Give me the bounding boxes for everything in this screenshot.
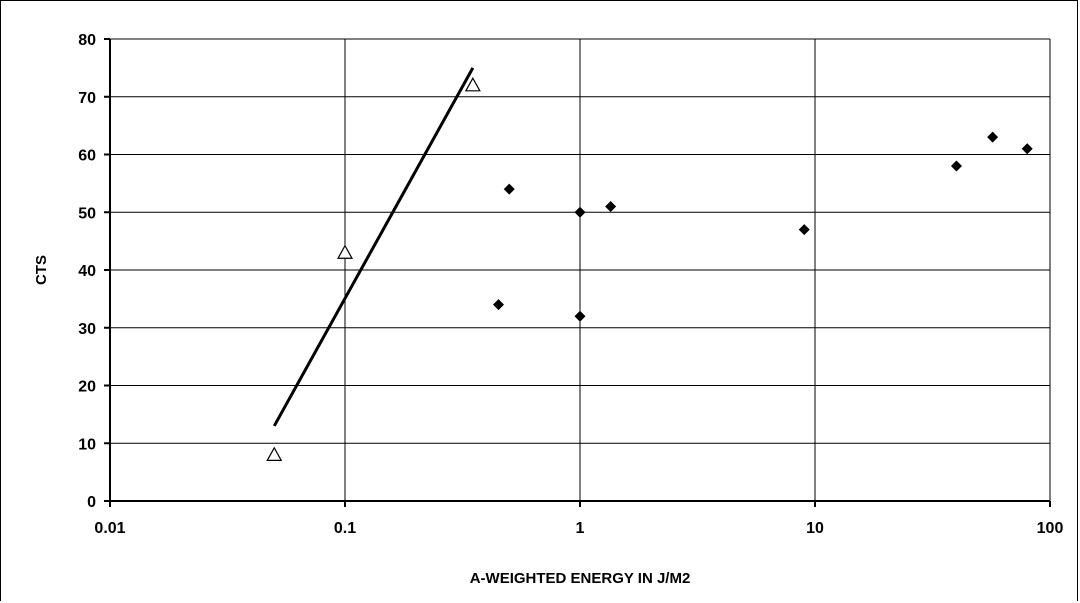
diamond-point xyxy=(493,299,505,311)
diamond-point xyxy=(574,310,586,322)
x-tick-label: 1 xyxy=(576,520,585,537)
x-tick-label: 10 xyxy=(806,520,824,537)
diamond-point xyxy=(987,131,999,143)
data-marks xyxy=(266,67,1033,461)
y-tick-label: 40 xyxy=(78,263,96,280)
diamond-point xyxy=(950,160,962,172)
diamond-point xyxy=(1021,143,1033,155)
y-tick-label: 80 xyxy=(78,32,96,49)
y-tick-label: 0 xyxy=(87,494,96,511)
triangle-point xyxy=(336,244,354,259)
triangle-point xyxy=(266,446,283,461)
y-tick-label: 30 xyxy=(78,321,96,338)
y-tick-label: 70 xyxy=(78,90,96,107)
x-tick-label: 0.01 xyxy=(94,520,125,537)
diamond-point xyxy=(798,224,810,236)
x-tick-label: 100 xyxy=(1037,520,1064,537)
x-axis-title: A-WEIGHTED ENERGY IN J/M2 xyxy=(470,570,691,587)
diamond-point xyxy=(605,200,617,212)
y-tick-label: 50 xyxy=(78,205,96,222)
y-tick-label: 20 xyxy=(78,379,96,396)
y-tick-label: 60 xyxy=(78,148,96,165)
y-tick-label: 10 xyxy=(78,436,96,453)
tick-labels: 0 10 20 30 40 50 60 70 80 0.01 0.1 1 10 100 xyxy=(78,32,1063,537)
diamond-point xyxy=(574,206,586,218)
diamond-point xyxy=(503,183,515,195)
fit-line xyxy=(272,67,475,427)
y-axis-title: CTS xyxy=(33,255,50,285)
triangle-point xyxy=(464,76,481,92)
gridlines xyxy=(110,38,1051,501)
axes xyxy=(104,38,1051,507)
x-tick-label: 0.1 xyxy=(334,520,356,537)
